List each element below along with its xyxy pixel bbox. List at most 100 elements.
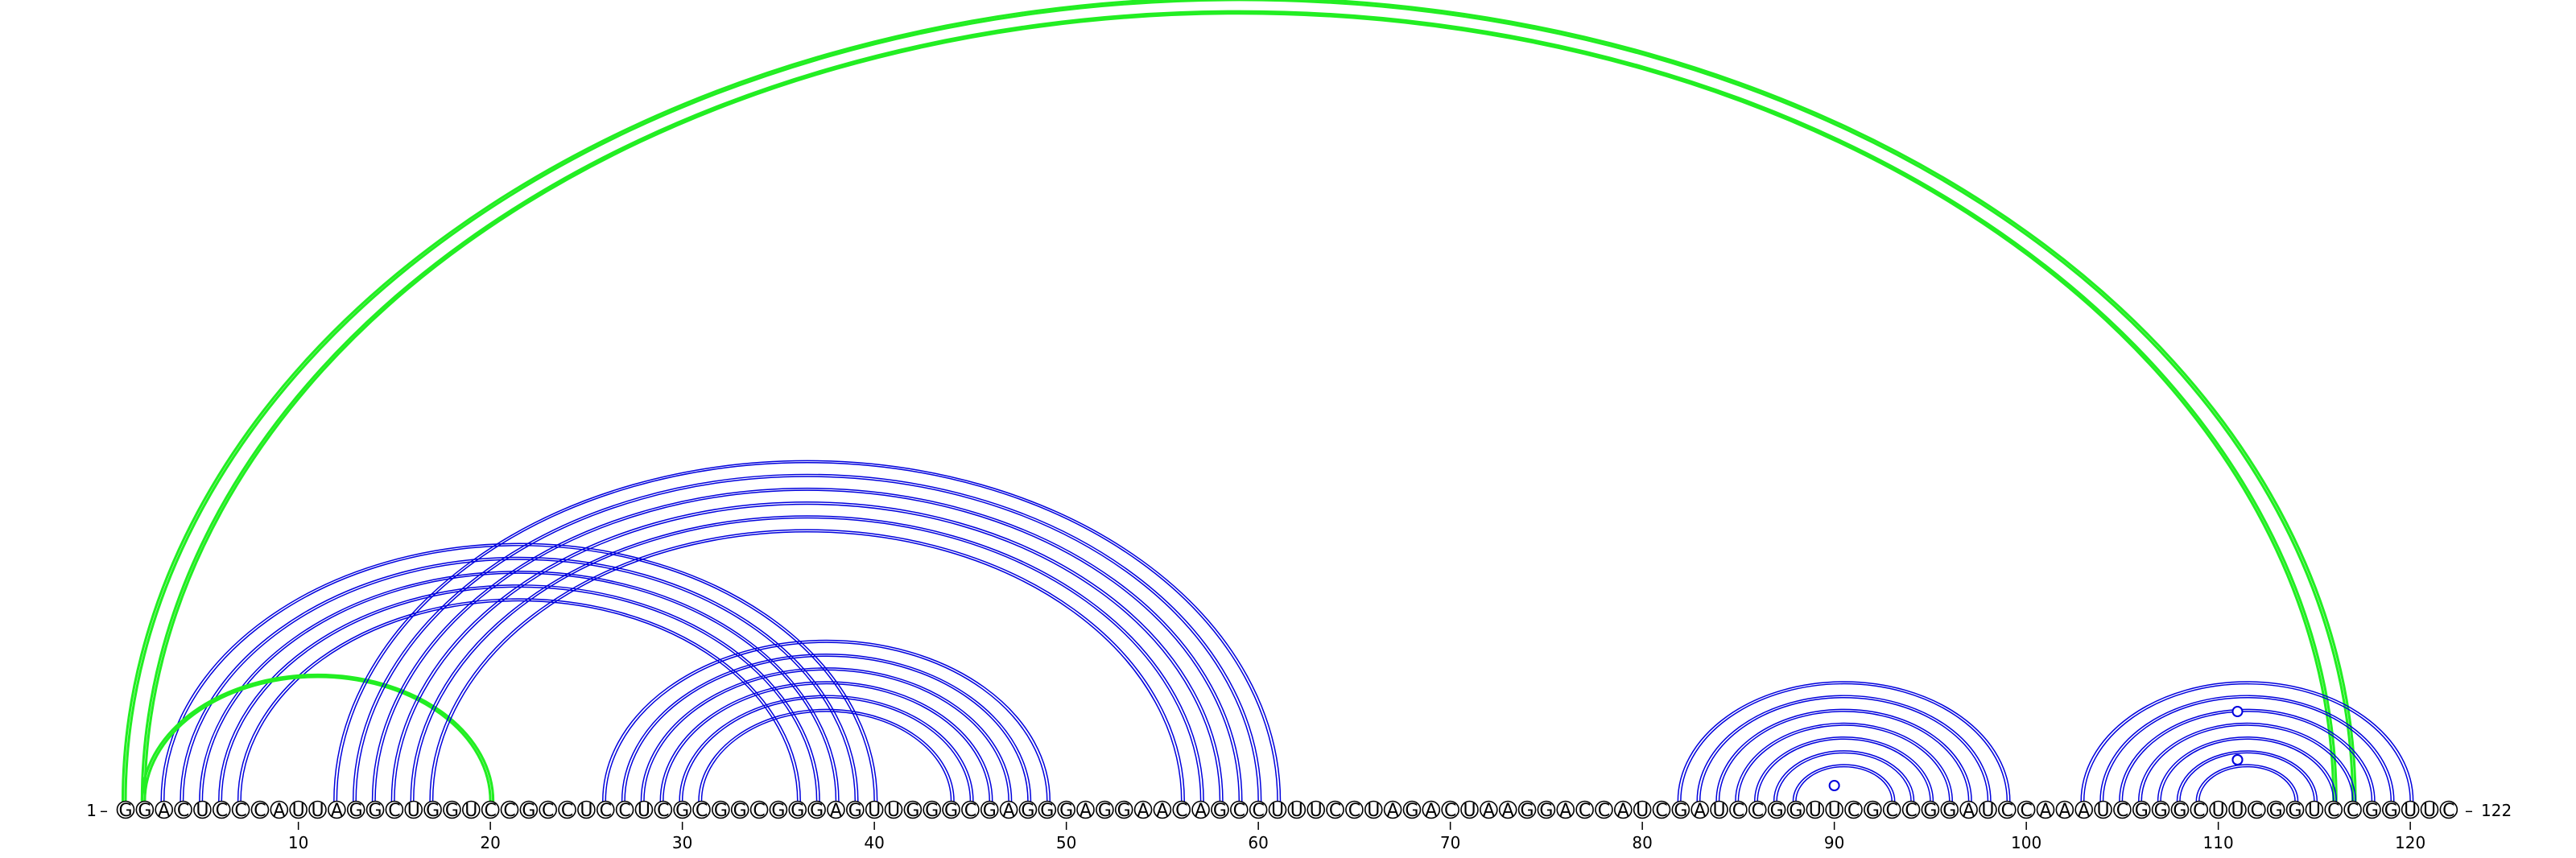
nucleotide: C	[1172, 800, 1191, 821]
nucleotide-circle	[2074, 800, 2093, 819]
nucleotide-circle	[2209, 800, 2227, 819]
axis-tick-label: 40	[864, 833, 884, 852]
nucleotide-letter: A	[158, 801, 170, 821]
nucleotide: G	[1517, 800, 1537, 821]
nucleotide-circle	[1133, 800, 1153, 819]
nucleotide-letter: C	[696, 801, 708, 821]
nucleotide-circle	[2036, 800, 2055, 819]
nucleotide-circle	[2324, 800, 2343, 819]
nucleotide: A	[1422, 800, 1441, 821]
nucleotide-letter: G	[1213, 801, 1227, 821]
nucleotide-circle	[1825, 800, 1843, 819]
nucleotide-letter: C	[561, 801, 573, 821]
nucleotide: A	[2074, 800, 2093, 821]
nucleotide-circle	[385, 800, 404, 819]
nucleotide: A	[2036, 800, 2055, 821]
nucleotide-letter: G	[1521, 801, 1534, 821]
nucleotide-circle	[1921, 800, 1940, 819]
nucleotide: C	[1844, 800, 1863, 821]
nucleotide-circle	[1614, 800, 1633, 819]
nucleotide: G	[2382, 800, 2401, 821]
nucleotide: U	[1287, 800, 1307, 821]
nucleotide-circle	[289, 800, 308, 819]
nucleotide: U	[865, 800, 884, 821]
nucleotide-circle	[1979, 800, 1997, 819]
base-pair-arc	[2102, 697, 2392, 802]
nucleotide-letter: G	[445, 801, 459, 821]
nucleotide-letter: A	[1483, 801, 1495, 821]
nucleotide-circle	[423, 800, 442, 819]
base-pair-arc	[1715, 708, 1972, 802]
nucleotide-letter: G	[349, 801, 363, 821]
axis-tick-label: 110	[2203, 833, 2234, 852]
pair-marker	[2231, 754, 2244, 765]
nucleotide-letter: A	[1387, 801, 1399, 821]
nucleotide-circle	[846, 800, 865, 819]
nucleotide-letter: G	[1770, 801, 1784, 821]
nucleotide: U	[577, 800, 596, 821]
nucleotide: G	[365, 800, 385, 821]
base-pair-arc	[679, 695, 974, 802]
nucleotide-letter: G	[733, 801, 747, 821]
nucleotide-circle	[1710, 800, 1728, 819]
nucleotide-circle	[1096, 800, 1114, 819]
nucleotide: C	[1901, 800, 1921, 821]
base-pair-arc	[163, 545, 875, 802]
nucleotide-circle	[135, 800, 155, 819]
nucleotide: G	[846, 800, 865, 821]
nucleotide: C	[2017, 800, 2036, 821]
nucleotide-letter: G	[426, 801, 440, 821]
nucleotide-letter: G	[1405, 801, 1418, 821]
nucleotide: C	[558, 800, 576, 821]
nucleotide-circle	[712, 800, 730, 819]
nucleotide-circle	[769, 800, 788, 819]
nucleotide-circle	[1595, 800, 1613, 819]
base-pair-arc	[143, 675, 492, 802]
nucleotide: C	[1729, 800, 1748, 821]
nucleotide-circle	[634, 800, 654, 819]
base-pair-arc	[371, 487, 1243, 802]
nucleotide-letter: C	[1598, 801, 1610, 821]
nucleotide: G	[923, 800, 941, 821]
nucleotide-circle	[2151, 800, 2170, 819]
base-pair-arc	[640, 667, 1013, 802]
base-pair-arc	[374, 489, 1241, 802]
axis-tick-label: 70	[1440, 833, 1460, 852]
nucleotide: G	[1057, 800, 1075, 821]
nucleotide: G	[712, 800, 730, 821]
nucleotide-letter: A	[2058, 801, 2070, 821]
base-pair-arc	[355, 476, 1259, 802]
nucleotide-letter: C	[1752, 801, 1764, 821]
base-pair-arc	[698, 708, 955, 802]
nucleotide: G	[2151, 800, 2170, 821]
nucleotide-circle	[730, 800, 749, 819]
nucleotide: G	[1018, 800, 1038, 821]
nucleotide-letter: G	[1942, 801, 1956, 821]
nucleotide-letter: C	[254, 801, 266, 821]
nucleotide-circle	[1959, 800, 1978, 819]
nucleotide: G	[116, 800, 135, 821]
nucleotide-letter: A	[1156, 801, 1168, 821]
nucleotide-circle	[1249, 800, 1268, 819]
base-pair-arc	[1792, 764, 1896, 802]
nucleotide: A	[1383, 800, 1402, 821]
nucleotide-circle	[2363, 800, 2381, 819]
nucleotide-circle	[116, 800, 135, 819]
nucleotide-letter: G	[1539, 801, 1553, 821]
nucleotide-letter: G	[1098, 801, 1112, 821]
nucleotide: U	[404, 800, 423, 821]
nucleotide-letter: U	[2404, 801, 2417, 821]
nucleotide-circle	[365, 800, 385, 819]
nucleotide-circle	[1364, 800, 1383, 819]
nucleotide-circle	[865, 800, 884, 819]
nucleotide: U	[884, 800, 903, 821]
nucleotide-letter: A	[2039, 801, 2051, 821]
nucleotide-circle	[250, 800, 270, 819]
nucleotide: C	[2248, 800, 2266, 821]
nucleotide-letter: C	[2193, 801, 2205, 821]
nucleotide: U	[2305, 800, 2324, 821]
nucleotide: G	[135, 800, 155, 821]
nucleotide-letter: C	[1847, 801, 1860, 821]
nucleotide: C	[1998, 800, 2017, 821]
nucleotide: G	[769, 800, 788, 821]
